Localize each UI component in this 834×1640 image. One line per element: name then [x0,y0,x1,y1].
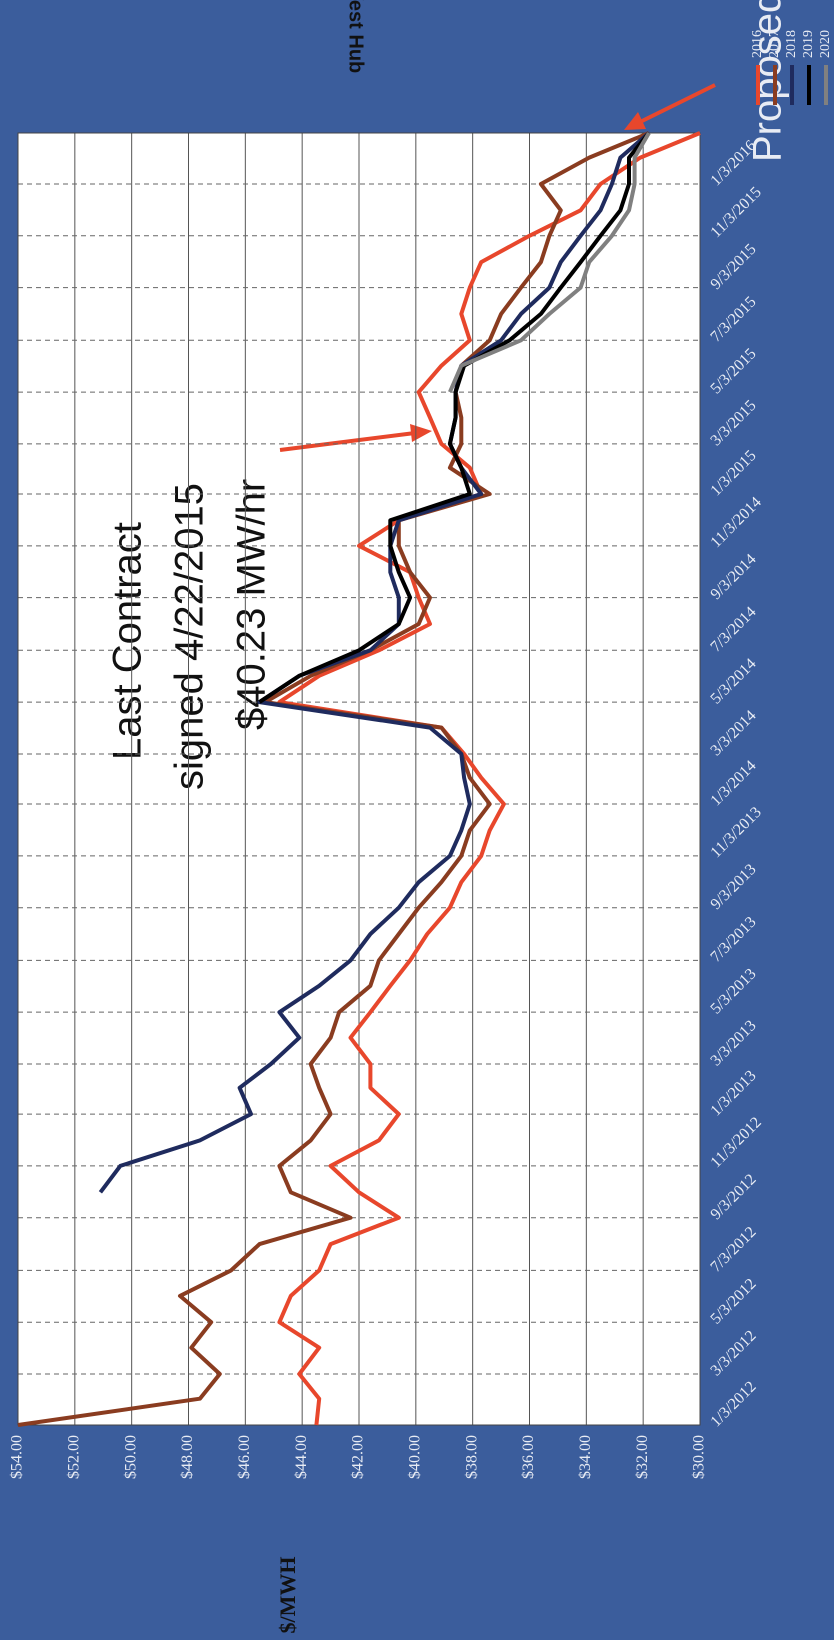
x-tick-label: 11/3/2013 [707,804,764,861]
series-line [448,131,651,393]
x-tick-label: 7/3/2012 [707,1224,759,1276]
y-tick-label: $34.00 [577,1435,594,1479]
x-tick-label: 3/3/2014 [707,707,759,759]
series-line [17,131,650,1427]
x-tick-label: 3/3/2012 [707,1327,759,1379]
annotation: signed 4/22/2015 [168,483,212,790]
plot-border [17,132,701,1426]
legend-label: 2019 [801,30,816,58]
x-tick-label: 5/3/2015 [707,345,759,397]
annotation: Last Contract [106,522,150,760]
x-tick-label: 5/3/2012 [707,1275,759,1327]
x-tick-label: 1/3/2015 [707,447,759,499]
series-line [277,131,701,1426]
x-tick-label: 11/3/2014 [707,494,764,551]
x-tick-label: 3/3/2013 [707,1017,759,1069]
x-tick-label: 5/3/2014 [707,655,759,707]
x-tick-label: 1/3/2016 [707,137,759,189]
series-line [258,131,651,704]
y-tick-label: $32.00 [634,1435,651,1479]
legend-label: 2016 [750,30,765,58]
x-tick-label: 11/3/2012 [707,1114,764,1171]
x-tick-label: 11/3/2015 [707,184,764,241]
y-tick-label: $46.00 [236,1435,253,1479]
y-tick-label: $50.00 [122,1435,139,1479]
x-tick-label: 9/3/2013 [707,861,759,913]
y-tick-label: $54.00 [9,1435,26,1479]
series-line [98,131,651,1194]
y-tick-label: $44.00 [293,1435,310,1479]
x-tick-label: 7/3/2015 [707,293,759,345]
chart-title: PJM West Hub [345,0,367,73]
y-tick-label: $48.00 [179,1435,196,1479]
y-tick-label: $52.00 [66,1435,83,1479]
y-tick-label: $36.00 [520,1435,537,1479]
y-tick-label: $30.00 [691,1435,708,1479]
y-tick-label: $42.00 [350,1435,367,1479]
y-tick-label: $38.00 [463,1435,480,1479]
x-tick-label: 9/3/2015 [707,241,759,293]
x-tick-label: 1/3/2014 [707,757,759,809]
legend-label: 2020 [818,30,833,58]
legend-label: 2018 [784,30,799,58]
annotation: Proposed [746,0,790,162]
x-tick-label: 5/3/2013 [707,965,759,1017]
x-tick-label: 3/3/2015 [707,397,759,449]
x-tick-label: 1/3/2013 [707,1067,759,1119]
x-tick-label: 9/3/2014 [707,551,759,603]
x-tick-label: 7/3/2013 [707,914,759,966]
legend-label: 2017 [767,30,782,58]
x-tick-label: 7/3/2014 [707,603,759,655]
y-tick-label: $40.00 [407,1435,424,1479]
y-axis-label: $/MWH [275,1557,300,1634]
x-tick-label: 1/3/2012 [707,1378,759,1430]
annotation: $40.23 MW/hr [230,479,274,730]
x-tick-label: 9/3/2012 [707,1171,759,1223]
